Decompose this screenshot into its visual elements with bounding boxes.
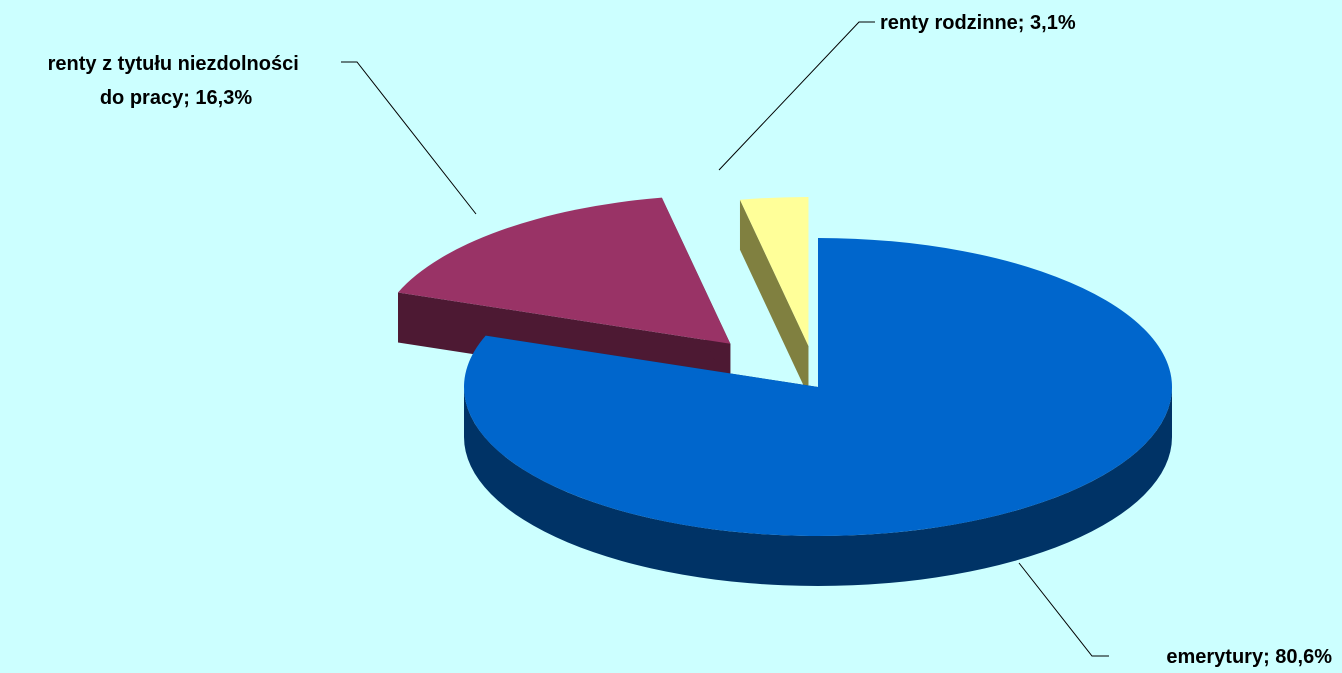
pie-slices bbox=[398, 196, 1172, 586]
slice-renty-rodzinne bbox=[739, 196, 809, 396]
slice-top-renty-rodzinne bbox=[739, 196, 809, 346]
slice-top-renty-niezdolnosci bbox=[398, 197, 731, 344]
data-label-emerytury: emerytury; 80,6% bbox=[1166, 646, 1332, 668]
leader-line-renty-niezdolnosci bbox=[341, 61, 477, 215]
data-label-renty-rodzinne-line-1: renty rodzinne; 3,1% bbox=[880, 12, 1076, 34]
slice-top-emerytury bbox=[463, 238, 1172, 536]
leader-line-emerytury bbox=[1018, 562, 1109, 657]
data-label-emerytury-line-1: emerytury; 80,6% bbox=[1166, 646, 1332, 668]
slice-side-emerytury-0 bbox=[464, 387, 1172, 586]
data-label-renty-rodzinne: renty rodzinne; 3,1% bbox=[880, 12, 1076, 34]
data-label-renty-niezdolnosci: renty z tytułu niezdolności do pracy; 16… bbox=[48, 53, 305, 109]
slice-emerytury bbox=[463, 238, 1172, 586]
data-labels: emerytury; 80,6% renty z tytułu niezdoln… bbox=[48, 12, 1333, 668]
slice-wall-start-renty-rodzinne bbox=[739, 199, 809, 396]
data-label-renty-niezdolnosci-line-2: do pracy; 16,3% bbox=[100, 87, 253, 109]
leader-lines bbox=[341, 21, 1109, 657]
data-label-renty-niezdolnosci-line-1: renty z tytułu niezdolności bbox=[48, 53, 299, 75]
leader-line-renty-rodzinne bbox=[718, 21, 875, 171]
